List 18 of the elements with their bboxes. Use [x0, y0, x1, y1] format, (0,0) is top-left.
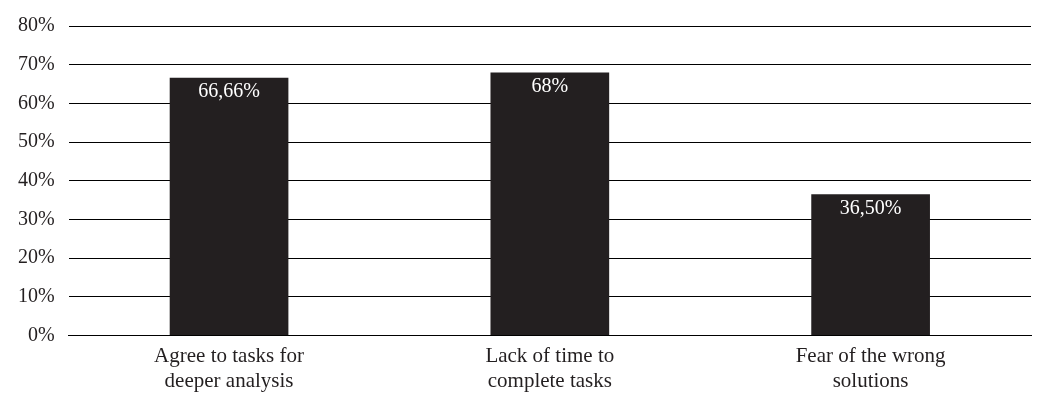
- data-label: 66,66%: [198, 78, 260, 101]
- y-tick-label: 20%: [17, 245, 55, 268]
- x-tick-label: Lack of time to complete tasks: [485, 342, 615, 392]
- y-tick-label: 10%: [17, 284, 55, 307]
- y-tick-label: 50%: [17, 129, 55, 152]
- y-tick-label: 0%: [27, 322, 55, 345]
- y-tick-label: 40%: [17, 168, 55, 191]
- y-tick-label: 70%: [17, 51, 55, 74]
- y-tick-label: 30%: [17, 206, 55, 229]
- y-tick-label: 80%: [17, 13, 55, 36]
- data-label: 68%: [531, 73, 569, 96]
- y-tick-label: 60%: [17, 90, 55, 113]
- bar: [169, 77, 289, 336]
- bar: [490, 72, 610, 336]
- data-label: 36,50%: [839, 195, 902, 218]
- x-tick-label: Agree to tasks for deeper analysis: [154, 342, 304, 392]
- x-tick-label: Fear of the wrong solutions: [795, 342, 947, 392]
- bar: [811, 194, 930, 336]
